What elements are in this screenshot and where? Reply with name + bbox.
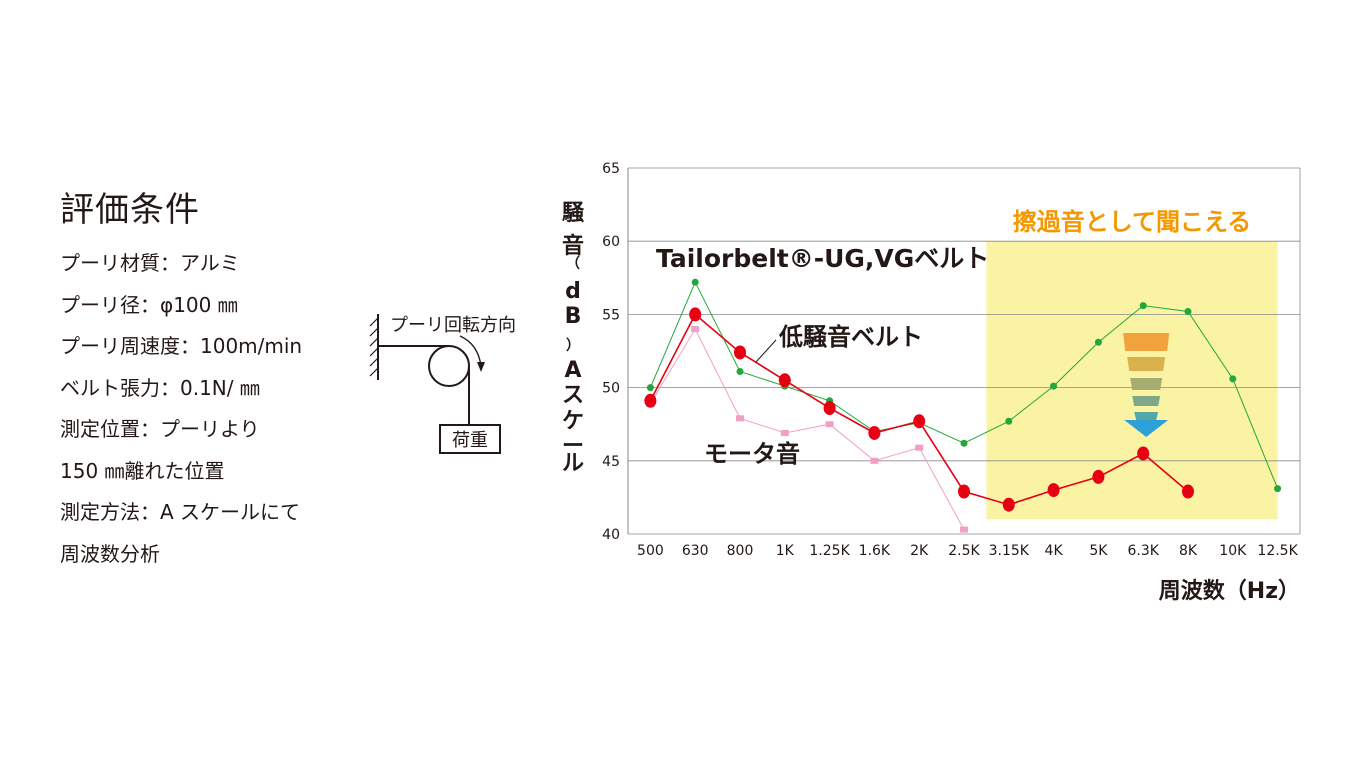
x-tick-3.15K: 3.15K [989, 543, 1030, 559]
point-s0-2 [736, 367, 744, 375]
condition-pulley-diameter: プーリ径：φ100 ㎜ [60, 292, 238, 317]
load-label: 荷重 [452, 430, 488, 451]
x-tick-2K: 2K [910, 543, 929, 559]
y-tick-65: 65 [602, 161, 620, 177]
x-tick-1.25K: 1.25K [809, 543, 850, 559]
point-s2-3 [780, 429, 789, 436]
point-s1-12 [1182, 484, 1194, 499]
point-s0-8 [1005, 417, 1013, 425]
point-s1-0 [644, 393, 657, 408]
x-tick-10K: 10K [1219, 543, 1247, 559]
arrow-band-1 [1127, 357, 1166, 371]
point-s1-9 [1047, 483, 1060, 498]
series-label-motor-sound: モータ音 [704, 440, 800, 468]
x-tick-8K: 8K [1179, 543, 1198, 559]
x-tick-12.5K: 12.5K [1257, 543, 1298, 559]
series-layer [644, 278, 1282, 533]
point-s1-5 [868, 425, 881, 440]
series-label-low-noise-belt: 低騒音ベルト [778, 323, 923, 351]
point-s2-2 [736, 415, 744, 422]
point-s0-1 [691, 278, 699, 286]
arrow-band-2 [1130, 378, 1163, 390]
point-s0-14 [1274, 485, 1282, 493]
down-arrow-icon [1123, 333, 1170, 437]
point-s2-1 [691, 326, 700, 333]
x-tick-6.3K: 6.3K [1127, 543, 1159, 559]
series-label-leader-line [755, 339, 777, 363]
point-s0-9 [1050, 382, 1058, 390]
condition-measure-position: 測定位置：プーリより [60, 417, 260, 441]
point-s0-7 [960, 439, 968, 447]
point-s1-8 [1002, 497, 1015, 512]
x-tick-500: 500 [637, 543, 664, 559]
point-s2-7 [960, 526, 968, 533]
condition-measure-method-cont: 周波数分析 [60, 541, 160, 566]
condition-measure-method: 測定方法：A スケールにて [60, 500, 301, 524]
pulley-diagram: プーリ回転方向 荷重 [369, 314, 516, 454]
x-tick-labels: 500 630 800 1K 1.25K 1.6K 2K 2.5K 3.15K 4K 5K 6.3K 8… [637, 543, 1299, 559]
series-line-2 [649, 328, 965, 530]
point-s2-4 [825, 421, 834, 428]
point-s1-3 [778, 373, 791, 388]
x-tick-1K: 1K [776, 543, 795, 559]
point-s1-6 [913, 414, 926, 429]
y-axis-label: 騒音（ d B） A スケール [562, 201, 585, 476]
point-s1-10 [1092, 469, 1105, 484]
rotation-direction-label: プーリ回転方向 [390, 315, 516, 336]
x-axis-label: 周波数（Hz） [1159, 578, 1300, 604]
rotation-arrowhead-icon [477, 362, 485, 372]
condition-pulley-speed: プーリ周速度：100m/min [60, 334, 303, 358]
x-tick-1.6K: 1.6K [859, 543, 891, 559]
load-box [439, 424, 501, 454]
highlight-label: 擦過音として聞こえる [1013, 208, 1252, 236]
y-tick-55: 55 [602, 307, 620, 323]
x-tick-800: 800 [727, 543, 754, 559]
y-tick-labels: 40 45 50 55 60 65 [602, 161, 620, 543]
arrow-head [1124, 420, 1169, 437]
point-s1-1 [689, 307, 702, 322]
y-tick-40: 40 [602, 527, 620, 543]
series-label-tailorbelt: Tailorbelt®-UG,VGベルト [656, 244, 989, 273]
conditions-title: 評価条件 [60, 190, 200, 230]
point-s0-11 [1139, 302, 1147, 310]
arrow-band-4 [1134, 412, 1159, 420]
y-tick-50: 50 [602, 381, 620, 397]
x-tick-630: 630 [682, 543, 709, 559]
point-s1-4 [823, 401, 836, 416]
point-s0-13 [1229, 375, 1237, 383]
evaluation-conditions: 評価条件 プーリ材質：アルミ プーリ径：φ100 ㎜ プーリ周速度：100m/m… [60, 182, 302, 575]
x-tick-5K: 5K [1089, 543, 1108, 559]
point-s2-6 [915, 444, 924, 451]
x-tick-4K: 4K [1045, 543, 1064, 559]
x-tick-2.5K: 2.5K [948, 543, 980, 559]
arrow-band-3 [1132, 396, 1161, 406]
point-s1-7 [958, 484, 970, 499]
y-tick-60: 60 [602, 234, 620, 250]
point-s1-2 [734, 345, 746, 360]
point-s1-11 [1137, 446, 1150, 461]
condition-measure-position-cont: 150 ㎜離れた位置 [60, 458, 225, 483]
point-s0-0 [646, 384, 654, 392]
point-s0-10 [1094, 338, 1102, 346]
condition-pulley-material: プーリ材質：アルミ [60, 251, 240, 275]
y-tick-45: 45 [602, 454, 620, 470]
point-s0-12 [1184, 307, 1192, 315]
point-s2-5 [870, 457, 879, 464]
condition-belt-tension: ベルト張力：0.1N/ ㎜ [60, 375, 260, 400]
arrow-band-0 [1123, 333, 1170, 351]
